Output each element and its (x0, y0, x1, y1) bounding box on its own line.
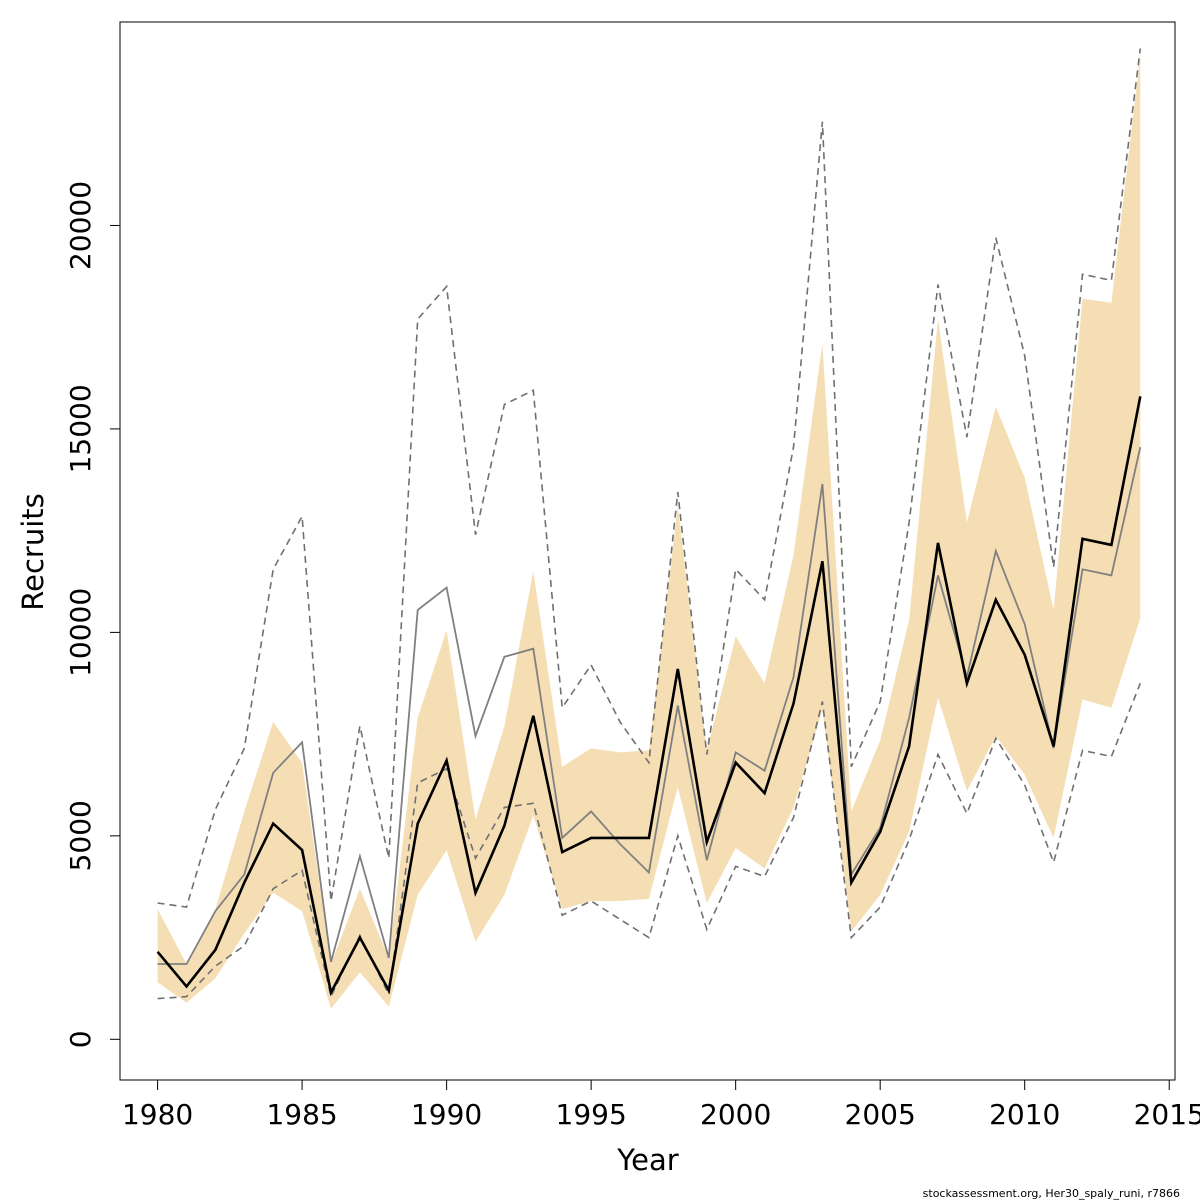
y-tick-label-15000: 15000 (64, 384, 97, 473)
comparison-ci-lower-line (157, 683, 1142, 1000)
y-axis-title: Recruits (16, 493, 50, 610)
x-tick-label-1990: 1990 (411, 1098, 482, 1131)
estimate-line (156, 396, 1142, 997)
y-tick-label-10000: 10000 (64, 588, 97, 677)
x-tick-label-2015: 2015 (1134, 1098, 1200, 1131)
y-tick-label-0: 0 (64, 1030, 97, 1048)
x-tick-label-1980: 1980 (122, 1098, 193, 1131)
y-tick-label-20000: 20000 (64, 181, 97, 270)
x-tick-label-2005: 2005 (845, 1098, 916, 1131)
comparison-line (157, 447, 1142, 965)
plot-frame (119, 21, 1176, 1081)
axes: 1980 1985 1990 1995 2000 2005 2010 2015 0 5000 100… (64, 21, 1200, 1131)
x-tick-label-2000: 2000 (700, 1098, 771, 1131)
x-tick-label-2010: 2010 (989, 1098, 1060, 1131)
x-tick-label-1995: 1995 (556, 1098, 627, 1131)
plot-area (156, 48, 1142, 1009)
footer-note: stockassessment.org, Her30_spaly_runi, r… (923, 1187, 1180, 1200)
comparison-ci-upper-line (157, 48, 1142, 908)
x-axis-title: Year (616, 1143, 678, 1177)
x-tick-label-1985: 1985 (266, 1098, 337, 1131)
y-tick-label-5000: 5000 (64, 800, 97, 871)
